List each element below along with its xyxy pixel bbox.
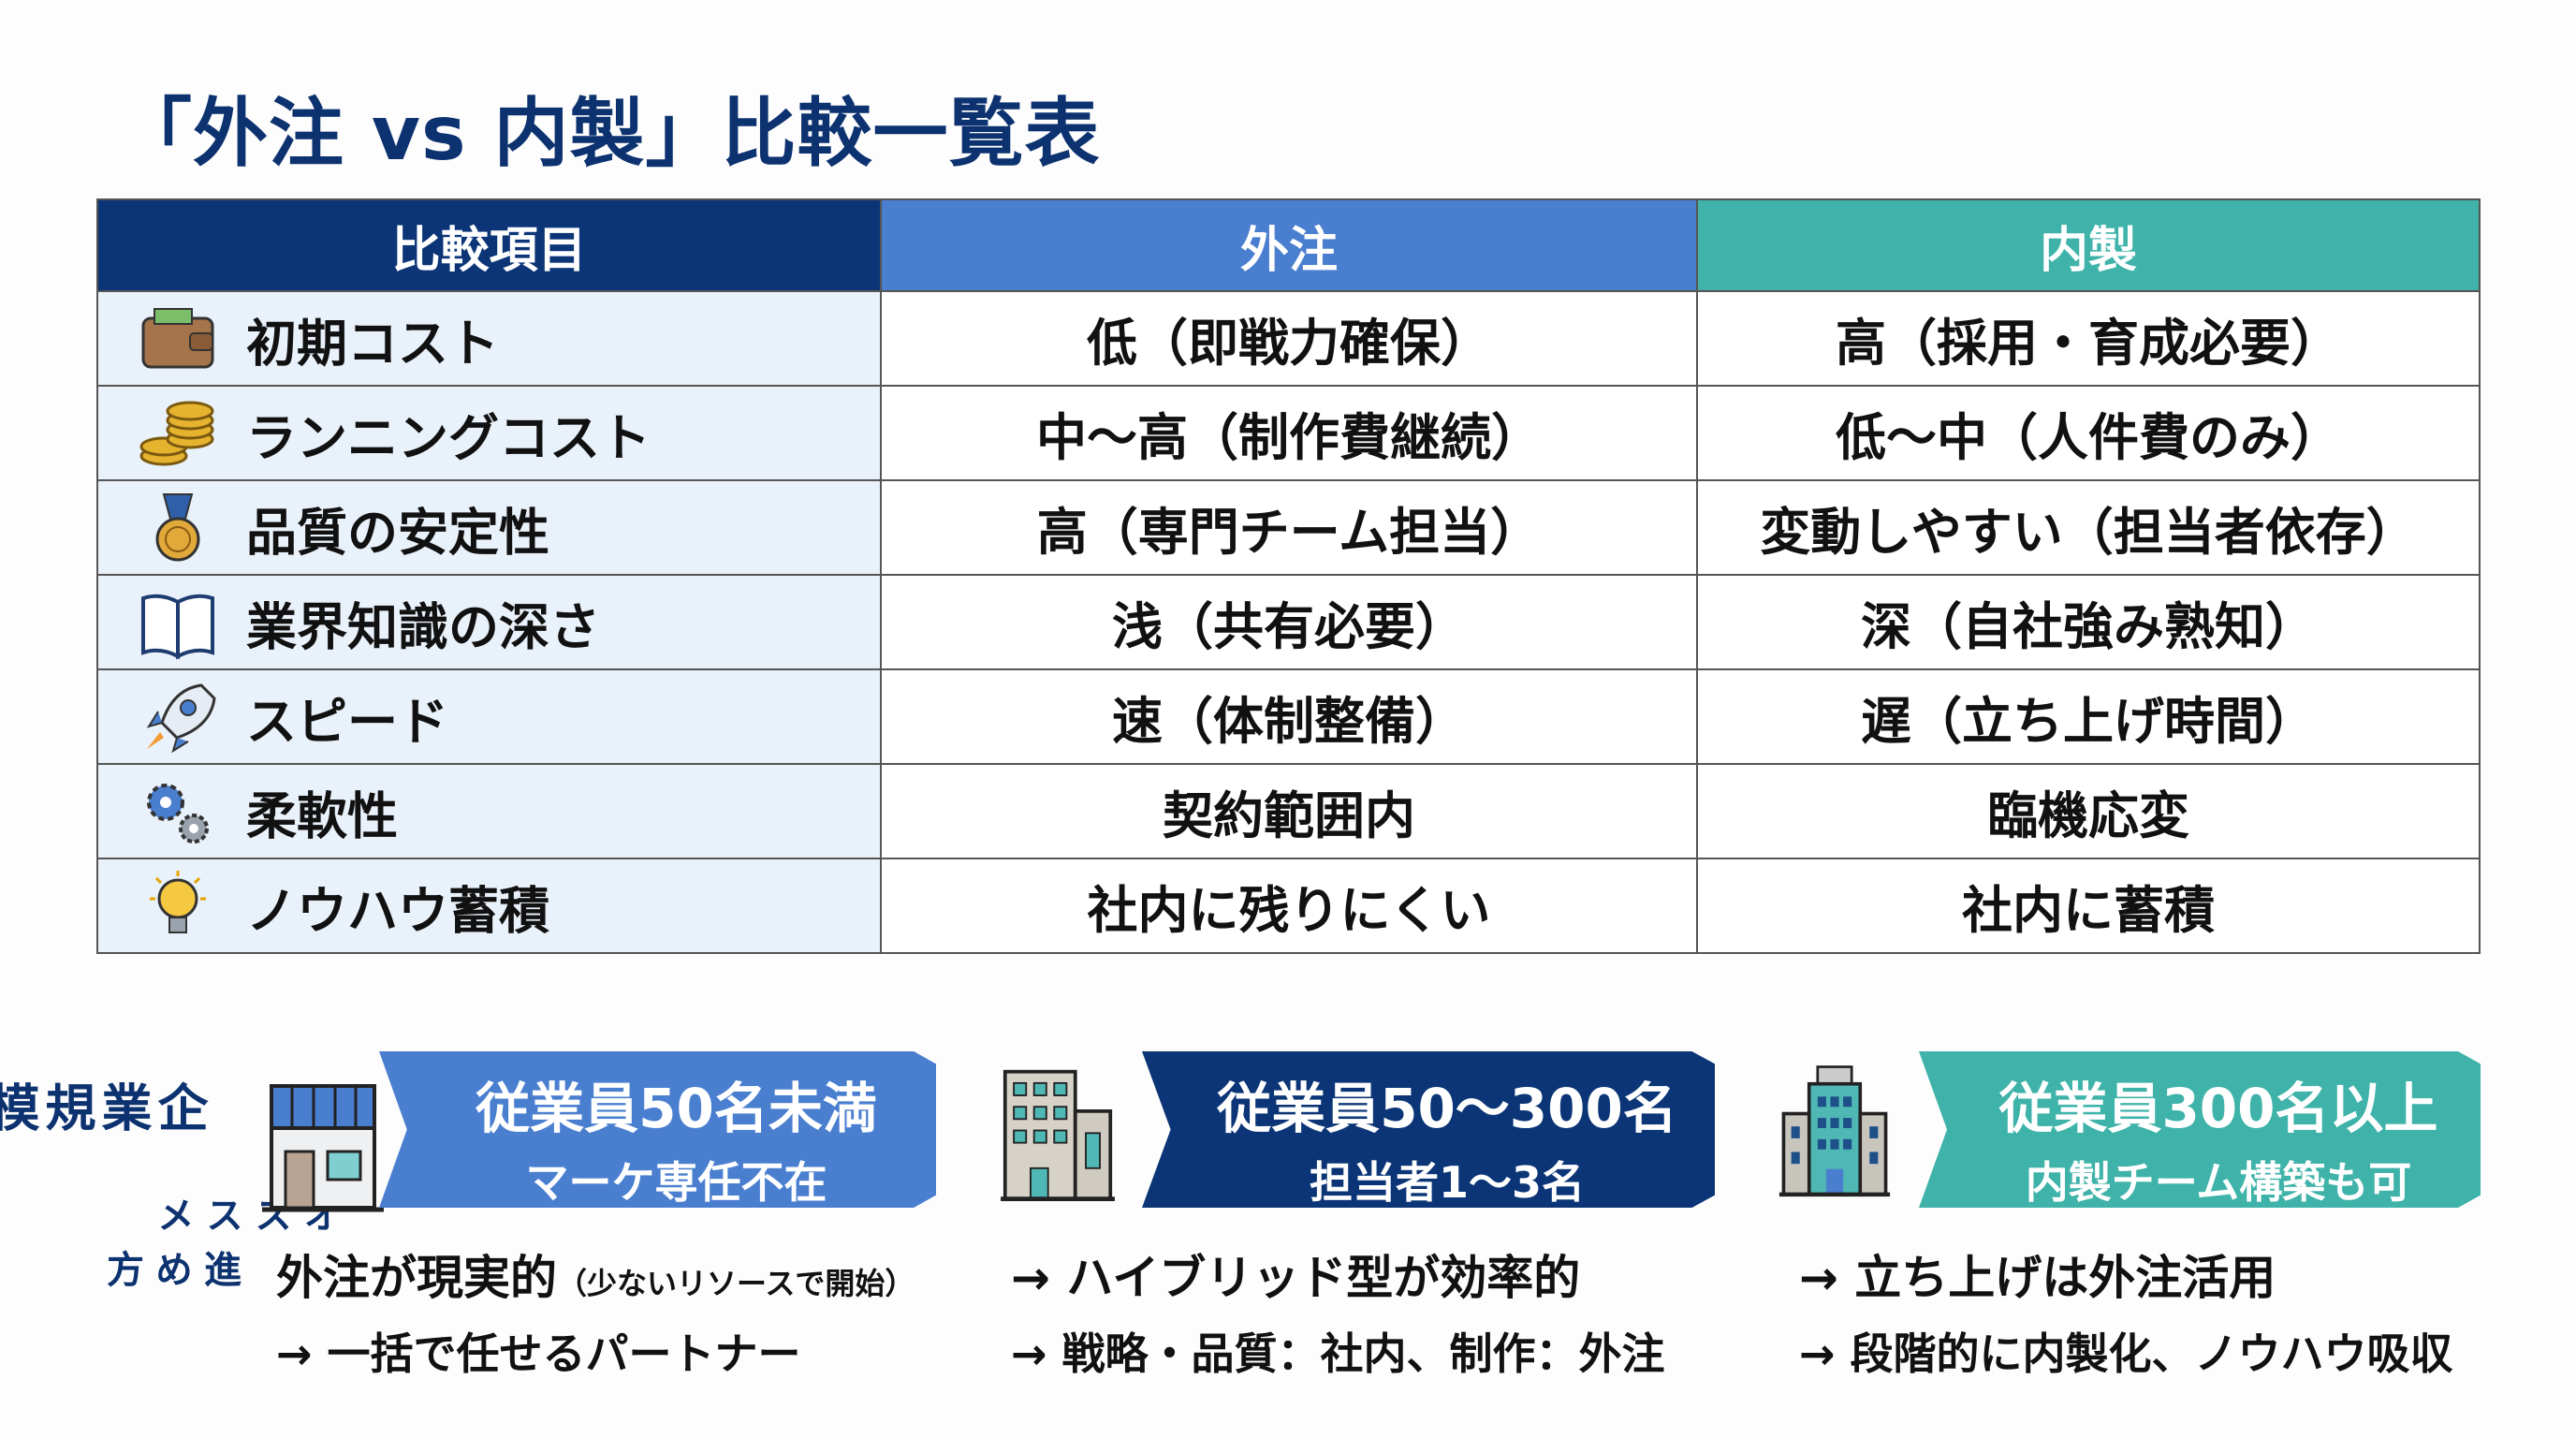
recommendation-2: → 段階的に内製化、ノウハウ吸収: [1799, 1328, 2453, 1379]
segment-subtitle: 内製チーム構築も可: [2025, 1157, 2412, 1208]
lightbulb-icon: [150, 870, 206, 933]
table-row: 柔軟性 契約範囲内 臨機応変: [96, 763, 2481, 859]
row-label: 業界知識の深さ: [96, 574, 882, 670]
row-label: 柔軟性: [96, 763, 882, 859]
segment-banner-medium: 従業員50〜300名 担当者1〜3名: [1142, 1051, 1715, 1208]
outsource-cell: 中〜高（制作費継続）: [880, 385, 1698, 481]
row-label: 初期コスト: [96, 290, 882, 387]
inhouse-cell: 遅（立ち上げ時間）: [1696, 668, 2481, 765]
rocket-icon: [146, 682, 216, 753]
comparison-table: 比較項目 外注 内製 初期コスト 低（即戦力確保） 高（採用・育成必要） ランニン…: [96, 198, 2481, 954]
inhouse-cell: 変動しやすい（担当者依存）: [1696, 479, 2481, 576]
medal-icon: [155, 492, 200, 561]
segment-title: 従業員300名以上: [1998, 1077, 2438, 1140]
inhouse-cell: 低〜中（人件費のみ）: [1696, 385, 2481, 481]
table-row: 品質の安定性 高（専門チーム担当） 変動しやすい（担当者依存）: [96, 479, 2481, 576]
inhouse-cell: 社内に蓄積: [1696, 858, 2481, 954]
segment-banner-small: 従業員50名未満 マーケ専任不在: [379, 1051, 936, 1208]
recommendation-2: → 戦略・品質：社内、制作：外注: [1011, 1328, 1665, 1379]
row-label: ノウハウ蓄積: [96, 858, 882, 954]
skyscraper-icon: [1778, 1065, 1891, 1197]
outsource-cell: 社内に残りにくい: [880, 858, 1698, 954]
side-label-main: 企業規模別: [0, 1081, 208, 1132]
segment-title: 従業員50名未満: [476, 1077, 877, 1140]
header-inhouse: 内製: [1696, 198, 2481, 292]
side-label-sub2: 進め方: [100, 1250, 241, 1287]
gears-icon: [147, 783, 209, 844]
inhouse-cell: 深（自社強み熟知）: [1696, 574, 2481, 670]
outsource-cell: 浅（共有必要）: [880, 574, 1698, 670]
table-row: ランニングコスト 中〜高（制作費継続） 低〜中（人件費のみ）: [96, 385, 2481, 481]
office-building-icon: [1001, 1069, 1115, 1201]
recommendation-1: → 立ち上げは外注活用: [1799, 1251, 2276, 1305]
book-icon: [141, 594, 214, 659]
recommendation-1: 外注が現実的（少ないリソースで開始）: [276, 1251, 915, 1305]
header-item: 比較項目: [96, 198, 882, 292]
table-row: 初期コスト 低（即戦力確保） 高（採用・育成必要）: [96, 290, 2481, 387]
inhouse-cell: 臨機応変: [1696, 763, 2481, 859]
header-outsource: 外注: [880, 198, 1698, 292]
table-row: スピード 速（体制整備） 遅（立ち上げ時間）: [96, 668, 2481, 765]
table-row: 業界知識の深さ 浅（共有必要） 深（自社強み熟知）: [96, 574, 2481, 670]
outsource-cell: 低（即戦力確保）: [880, 290, 1698, 387]
outsource-cell: 高（専門チーム担当）: [880, 479, 1698, 576]
row-label: 品質の安定性: [96, 479, 882, 576]
store-icon: [262, 1084, 384, 1212]
segment-subtitle: 担当者1〜3名: [1309, 1157, 1585, 1208]
segment-banner-large: 従業員300名以上 内製チーム構築も可: [1919, 1051, 2481, 1208]
table-row: ノウハウ蓄積 社内に残りにくい 社内に蓄積: [96, 858, 2481, 954]
row-label: スピード: [96, 668, 882, 765]
inhouse-cell: 高（採用・育成必要）: [1696, 290, 2481, 387]
page-title: 「外注 vs 内製」比較一覧表: [117, 90, 1101, 177]
recommendation-2: → 一括で任せるパートナー: [276, 1328, 801, 1379]
recommendation-1: → ハイブリッド型が効率的: [1011, 1251, 1581, 1305]
row-label: ランニングコスト: [96, 385, 882, 481]
outsource-cell: 契約範囲内: [880, 763, 1698, 859]
wallet-icon: [141, 307, 214, 368]
segment-title: 従業員50〜300名: [1217, 1077, 1677, 1140]
outsource-cell: 速（体制整備）: [880, 668, 1698, 765]
segment-subtitle: マーケ専任不在: [525, 1157, 827, 1208]
coins-icon: [139, 401, 214, 465]
